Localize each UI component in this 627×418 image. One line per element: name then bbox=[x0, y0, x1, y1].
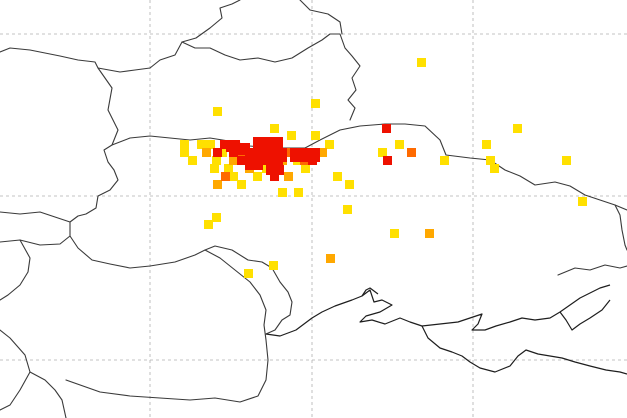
fire-cell-low bbox=[212, 156, 221, 165]
fire-cell-low bbox=[269, 261, 278, 270]
fire-cell-medium bbox=[229, 156, 238, 165]
border-north-east bbox=[181, 33, 361, 121]
fire-cell-medium bbox=[284, 172, 293, 181]
fire-cell-low bbox=[390, 229, 399, 238]
fire-cell-low bbox=[206, 140, 215, 149]
fire-cell-low bbox=[333, 172, 342, 181]
fire-cell-high bbox=[284, 148, 293, 157]
fire-cell-low bbox=[325, 140, 334, 149]
fire-cell-low bbox=[378, 148, 387, 157]
fire-cell-low bbox=[180, 148, 189, 157]
fire-cell-low bbox=[244, 269, 253, 278]
fire-cell-low bbox=[287, 131, 296, 140]
border-serbia bbox=[0, 371, 31, 411]
fire-cell-low bbox=[301, 164, 310, 173]
fire-cell-high bbox=[221, 172, 230, 181]
fire-cell-low bbox=[345, 180, 354, 189]
fire-cell-medium bbox=[318, 148, 327, 157]
fire-cell-low bbox=[237, 180, 246, 189]
fire-cell-very-high bbox=[270, 172, 279, 181]
fire-cell-low bbox=[253, 172, 262, 181]
fire-cell-low bbox=[204, 220, 213, 229]
fire-cell-very-high bbox=[266, 165, 284, 175]
fire-cell-very-high bbox=[220, 140, 229, 149]
fire-cell-low bbox=[278, 188, 287, 197]
fire-cell-low bbox=[294, 188, 303, 197]
fire-cell-low bbox=[311, 99, 320, 108]
border-romania-west bbox=[0, 239, 31, 301]
fire-cell-low bbox=[578, 197, 587, 206]
fire-cell-low bbox=[417, 58, 426, 67]
border-belarus-north bbox=[97, 0, 241, 73]
border-north-west-top bbox=[0, 47, 119, 246]
border-belarus-ukraine bbox=[111, 123, 627, 211]
fire-cell-very-high bbox=[262, 148, 287, 162]
fire-cell-very-high bbox=[253, 140, 262, 149]
border-west-central bbox=[0, 211, 71, 223]
fire-cell-low bbox=[440, 156, 449, 165]
fire-cell-low bbox=[188, 156, 197, 165]
fire-cell-low bbox=[270, 124, 279, 133]
border-ukraine-west bbox=[69, 235, 267, 326]
fire-cell-low bbox=[490, 164, 499, 173]
border-north-top-right bbox=[299, 0, 343, 35]
fire-cell-low bbox=[395, 140, 404, 149]
fire-cell-medium bbox=[202, 148, 211, 157]
fire-cell-low bbox=[180, 140, 189, 149]
fire-cell-low bbox=[197, 140, 206, 149]
fire-cell-low bbox=[212, 213, 221, 222]
border-romania-bulgaria bbox=[65, 324, 269, 403]
fire-cell-very-high bbox=[213, 148, 222, 157]
coast-north-black-sea bbox=[265, 284, 611, 337]
fire-detections-layer bbox=[180, 58, 587, 278]
border-east-donbas bbox=[614, 204, 627, 251]
fire-cell-low bbox=[218, 148, 227, 157]
fire-cell-very-high bbox=[383, 156, 392, 165]
fire-cell-low bbox=[213, 107, 222, 116]
fire-cell-high bbox=[407, 148, 416, 157]
fire-cell-low bbox=[562, 156, 571, 165]
fire-cell-very-high bbox=[308, 156, 317, 165]
fire-cell-low bbox=[229, 172, 238, 181]
fire-cell-low bbox=[224, 164, 233, 173]
fire-cell-medium bbox=[213, 180, 222, 189]
fire-cell-medium bbox=[326, 254, 335, 263]
fire-cell-low bbox=[311, 131, 320, 140]
coast-crimea bbox=[421, 325, 627, 375]
border-romania-south bbox=[0, 329, 67, 418]
border-moldova bbox=[204, 245, 293, 335]
fire-cell-low bbox=[210, 164, 219, 173]
fire-cell-low bbox=[343, 205, 352, 214]
fire-cell-very-high bbox=[237, 156, 246, 165]
fire-cell-medium bbox=[425, 229, 434, 238]
fire-cell-low bbox=[486, 156, 495, 165]
black-sea-coastline bbox=[265, 284, 627, 375]
fire-cell-very-high bbox=[229, 148, 238, 157]
coast-dnieper-estuary bbox=[361, 287, 379, 297]
coast-arabat-spit bbox=[559, 299, 611, 331]
border-azov-east bbox=[557, 264, 627, 276]
fire-cell-very-high bbox=[382, 124, 391, 133]
fire-cell-low bbox=[513, 124, 522, 133]
fire-cell-low bbox=[482, 140, 491, 149]
